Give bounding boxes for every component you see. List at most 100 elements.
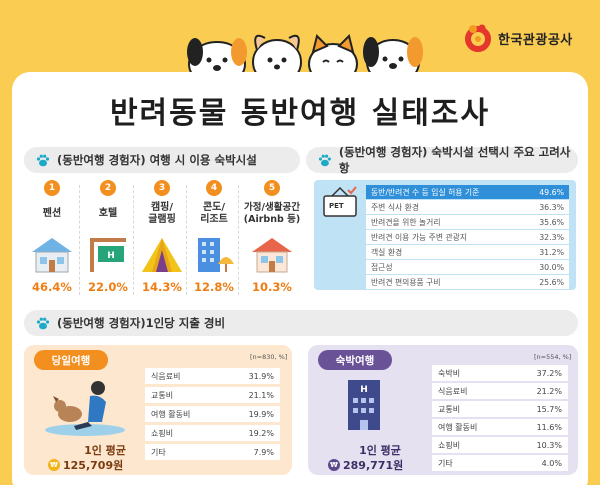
person-with-dog-icon — [45, 381, 125, 436]
spending-row: 쇼핑비 10.3% — [432, 437, 568, 453]
spending-label: 기타 — [151, 447, 166, 457]
facility-pct: 10.3% — [252, 280, 292, 294]
facility-pct: 14.3% — [142, 280, 182, 294]
kto-logo-icon — [465, 24, 491, 52]
paw-icon — [36, 317, 50, 329]
rank-badge: 2 — [100, 180, 116, 196]
spending-value: 31.9% — [248, 371, 274, 381]
rank-badge: 5 — [264, 180, 280, 196]
spending-label: 기타 — [438, 458, 453, 468]
spending-row: 식음료비 21.2% — [432, 383, 568, 399]
brand-logo: 한국관광공사 — [462, 22, 573, 54]
consideration-label: 접근성 — [371, 262, 393, 272]
sample-size: [n=830, %] — [250, 353, 288, 361]
spending-label: 쇼핑비 — [151, 428, 174, 438]
facility-label: 콘도/ 리조트 — [200, 202, 228, 225]
spending-row: 여행 활동비 19.9% — [145, 406, 280, 422]
spending-label: 식음료비 — [438, 386, 468, 396]
facility-pct: 46.4% — [32, 280, 72, 294]
consideration-label: 반려견 이용 가능 주변 관광지 — [371, 232, 467, 242]
spending-row: 숙박비 37.2% — [432, 365, 568, 381]
avg-value-text: 125,709원 — [63, 459, 124, 472]
condo-building-icon — [198, 238, 234, 272]
hotel-building-icon: H — [348, 380, 380, 430]
spending-row: 교통비 21.1% — [145, 387, 280, 403]
pension-house-icon — [32, 238, 72, 273]
facility-item: 3 캠핑/ 글램핑 — [136, 180, 188, 228]
consideration-row: 반려견 편의용품 구비 25.6% — [366, 275, 569, 289]
spending-value: 19.9% — [248, 409, 274, 419]
consideration-value: 30.0% — [539, 262, 564, 272]
spending-row: 식음료비 31.9% — [145, 368, 280, 384]
consideration-value: 36.3% — [539, 202, 564, 212]
facility-label: 호텔 — [98, 208, 118, 219]
section-heading-spending: (동반여행 경험자)1인당 지출 경비 — [24, 310, 578, 336]
facility-item: 2 호텔 — [82, 180, 134, 228]
consideration-row: 동반/반려견 수 등 입실 허용 기준 49.6% — [366, 185, 569, 199]
consideration-value: 31.2% — [539, 247, 564, 257]
avg-label: 1인 평균 — [84, 444, 126, 457]
consideration-row: 반려견을 위한 놀거리 35.6% — [366, 215, 569, 229]
spending-label: 여행 활동비 — [151, 409, 191, 419]
consideration-label: 반려견을 위한 놀거리 — [371, 217, 441, 227]
paw-icon — [36, 154, 50, 166]
svg-text:H: H — [360, 385, 368, 395]
consideration-value: 35.6% — [539, 217, 564, 227]
section-heading-facilities: (동반여행 경험자) 여행 시 이용 숙박시설 — [24, 147, 300, 173]
consideration-row: 반려견 이용 가능 주변 관광지 32.3% — [366, 230, 569, 244]
section-heading-text: (동반여행 경험자) 숙박시설 선택시 주요 고려사항 — [338, 145, 571, 175]
section-heading-text: (동반여행 경험자) 여행 시 이용 숙박시설 — [57, 153, 257, 167]
facility-label: 가정/생활공간 (Airbnb 등) — [243, 202, 301, 225]
spending-label: 교통비 — [151, 390, 174, 400]
hotel-sign-icon: H — [90, 238, 126, 272]
divider — [186, 185, 187, 295]
divider — [238, 185, 239, 295]
consideration-row: 주변 식사 환경 36.3% — [366, 200, 569, 214]
consideration-row: 접근성 30.0% — [366, 260, 569, 274]
spending-value: 21.2% — [536, 386, 562, 396]
consideration-label: 객실 환경 — [371, 247, 403, 257]
avg-value: ₩ 289,771원 — [328, 457, 403, 473]
rank-badge: 4 — [206, 180, 222, 196]
won-icon: ₩ — [328, 459, 340, 471]
spending-row: 쇼핑비 19.2% — [145, 425, 280, 441]
spending-value: 10.3% — [536, 440, 562, 450]
consideration-label: 반려견 편의용품 구비 — [371, 277, 441, 287]
divider — [133, 185, 134, 295]
avg-label: 1인 평균 — [359, 444, 401, 457]
consideration-value: 32.3% — [539, 232, 564, 242]
pet-badge-text: PET — [329, 202, 344, 210]
paw-icon — [318, 154, 331, 166]
spending-value: 4.0% — [541, 458, 562, 468]
logo-text: 한국관광공사 — [498, 32, 573, 48]
rank-badge: 3 — [154, 180, 170, 196]
spending-label: 식음료비 — [151, 371, 181, 381]
spending-row: 여행 활동비 11.6% — [432, 419, 568, 435]
home-icon — [252, 238, 292, 273]
spending-value: 21.1% — [248, 390, 274, 400]
consideration-value: 49.6% — [539, 187, 564, 197]
facility-label: 캠핑/ 글램핑 — [148, 202, 176, 225]
facility-label: 펜션 — [42, 208, 62, 219]
day-trip-tag: 당일여행 — [34, 350, 108, 370]
spending-row: 교통비 15.7% — [432, 401, 568, 417]
pets-illustration-icon — [187, 34, 423, 80]
consideration-value: 25.6% — [539, 277, 564, 287]
tent-icon — [142, 238, 182, 272]
rank-badge: 1 — [44, 180, 60, 196]
section-heading-text: (동반여행 경험자)1인당 지출 경비 — [57, 316, 226, 330]
avg-value-text: 289,771원 — [343, 459, 404, 472]
divider — [79, 185, 80, 295]
facility-item: 1 펜션 — [26, 180, 78, 228]
spending-value: 19.2% — [248, 428, 274, 438]
spending-value: 11.6% — [536, 422, 562, 432]
spending-value: 7.9% — [253, 447, 274, 457]
consideration-label: 주변 식사 환경 — [371, 202, 419, 212]
spending-label: 숙박비 — [438, 368, 461, 378]
spending-value: 15.7% — [536, 404, 562, 414]
consideration-row: 객실 환경 31.2% — [366, 245, 569, 259]
pet-sign-icon — [323, 186, 357, 217]
page-title: 반려동물 동반여행 실태조사 — [109, 96, 491, 131]
facility-pct: 22.0% — [88, 280, 128, 294]
spending-value: 37.2% — [536, 368, 562, 378]
